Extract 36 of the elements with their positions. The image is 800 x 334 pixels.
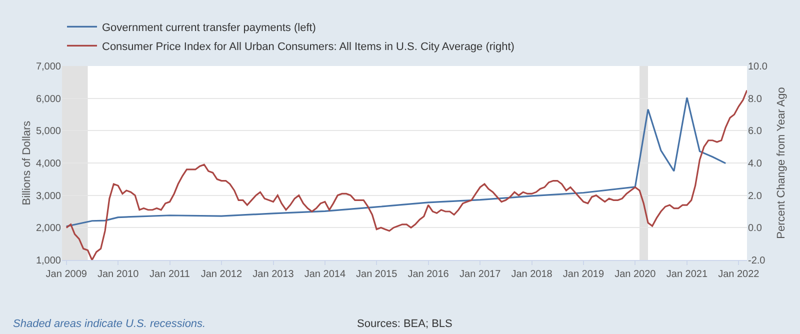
x-tick-label: Jan 2015 [356, 269, 398, 280]
source-note: Sources: BEA; BLS [357, 318, 452, 330]
x-tick-label: Jan 2017 [460, 269, 502, 280]
y2-tick-label: 0.0 [748, 223, 762, 234]
line-series [66, 96, 726, 228]
y-axis-title: Billions of Dollars [21, 120, 33, 206]
x-tick-label: Jan 2011 [150, 269, 190, 280]
x-tick-label: Jan 2021 [666, 269, 708, 280]
y-tick-label: 1,000 [36, 256, 62, 266]
y2-tick-label: 4.0 [748, 158, 762, 170]
y2-tick-label: 10.0 [748, 62, 768, 72]
x-tick-label: Jan 2014 [304, 269, 346, 280]
x-tick-label: Jan 2018 [511, 269, 553, 280]
y-tick-label: 6,000 [36, 94, 62, 105]
line-series [66, 89, 747, 260]
y2-tick-label: 2.0 [748, 190, 762, 202]
y-tick-label: 4,000 [36, 158, 62, 170]
y-tick-label: 3,000 [36, 190, 62, 202]
y2-axis-title: Percent Change from Year Ago [776, 87, 788, 239]
legend-label: Government current transfer payments (left) [102, 22, 316, 34]
y2-tick-label: -2.0 [748, 256, 766, 266]
text: Shaded areas indicate U.S. recessions. [13, 318, 206, 330]
y2-tick-label: 6.0 [748, 126, 762, 138]
x-tick-label: Jan 2020 [614, 269, 656, 280]
legend-label: Consumer Price Index for All Urban Consumers: All Items in U.S. City Average (right) [102, 40, 514, 53]
x-tick-label: Jan 2022 [718, 269, 760, 280]
x-tick-label: Jan 2012 [200, 269, 242, 280]
x-tick-label: Jan 2013 [252, 269, 294, 280]
y2-tick-label: 8.0 [748, 94, 762, 105]
y-tick-label: 5,000 [36, 126, 62, 138]
y-tick-label: 7,000 [36, 62, 62, 72]
x-tick-label: Jan 2019 [562, 269, 604, 280]
x-tick-label: Jan 2009 [46, 269, 88, 280]
x-tick-label: Jan 2010 [97, 269, 140, 280]
y-tick-label: 2,000 [36, 223, 62, 234]
x-tick-label: Jan 2016 [408, 269, 450, 280]
